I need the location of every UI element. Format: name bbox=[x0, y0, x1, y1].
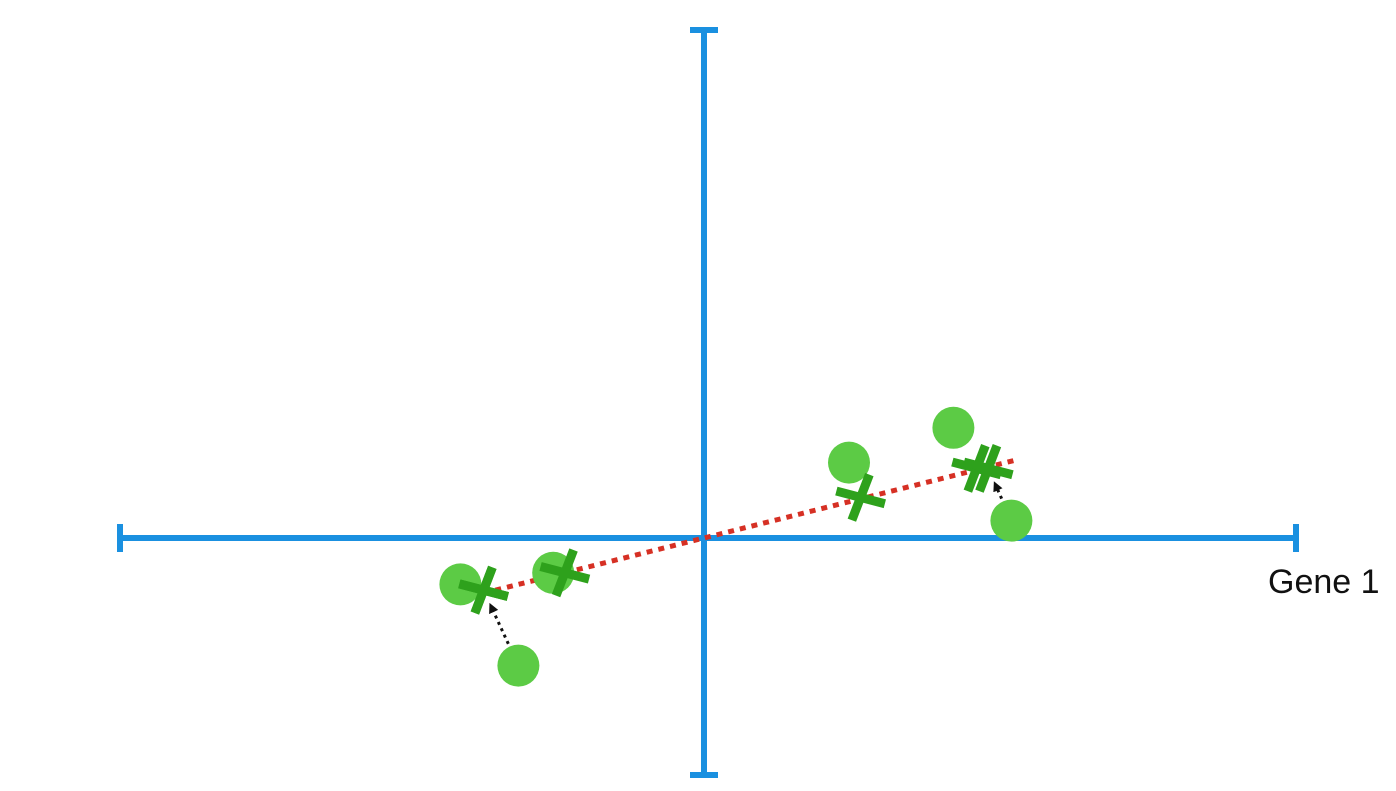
data-point-3 bbox=[497, 644, 540, 687]
axes bbox=[117, 27, 1299, 778]
projection-mark-6 bbox=[962, 443, 1014, 493]
projection-mark-4 bbox=[835, 472, 886, 522]
projection-arrow-2 bbox=[993, 481, 1004, 500]
projection-mark-3 bbox=[458, 565, 509, 615]
data-point-4 bbox=[828, 441, 870, 484]
points-layer bbox=[439, 406, 1033, 687]
projections-layer bbox=[458, 443, 1014, 615]
x-axis-label: Gene 1 bbox=[1268, 563, 1380, 601]
data-point-5 bbox=[932, 406, 975, 449]
arrows-layer bbox=[489, 481, 1004, 645]
data-point-6 bbox=[990, 499, 1033, 542]
projection-mark-2 bbox=[539, 548, 591, 598]
projection-arrow-1 bbox=[489, 602, 510, 645]
